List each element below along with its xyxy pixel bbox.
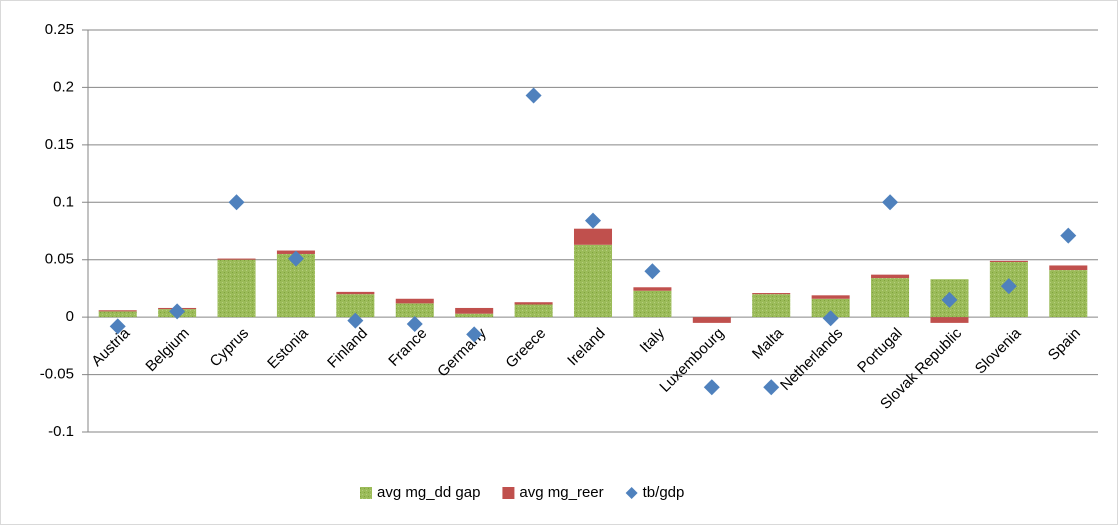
tb-gdp-marker xyxy=(644,263,661,280)
tb-gdp-marker xyxy=(466,326,483,343)
tb-gdp-marker xyxy=(1000,278,1017,295)
bar-segment xyxy=(752,294,791,318)
tb-gdp-marker xyxy=(525,87,542,104)
tb-gdp-marker xyxy=(1060,227,1077,244)
legend-swatch xyxy=(502,487,515,499)
y-tick-label: 0.2 xyxy=(53,78,74,95)
legend-label: avg mg_reer xyxy=(519,484,603,501)
y-tick-label: 0.25 xyxy=(45,21,74,38)
bar-segment xyxy=(871,278,910,318)
bar-segment xyxy=(455,307,494,314)
bar-segment xyxy=(752,293,791,295)
tb-gdp-marker xyxy=(287,250,304,267)
legend-label: avg mg_dd gap xyxy=(377,484,480,501)
bar-segment xyxy=(217,259,256,318)
y-tick-label: -0.05 xyxy=(40,366,74,383)
bar-segment xyxy=(633,290,672,318)
bar-segment xyxy=(1049,265,1088,271)
bar-segment xyxy=(989,260,1028,263)
bar-segment xyxy=(1049,270,1088,318)
tb-gdp-marker xyxy=(109,318,126,335)
bar-segment xyxy=(455,313,494,318)
tb-gdp-marker xyxy=(228,194,245,211)
tb-gdp-marker xyxy=(703,379,720,396)
legend-marker xyxy=(625,487,638,499)
bar-segment xyxy=(336,291,375,295)
bar-segment xyxy=(633,287,672,291)
y-tick-label: 0 xyxy=(66,308,74,325)
bar-segment xyxy=(573,244,613,318)
bar-segment xyxy=(930,317,969,323)
bar-segment xyxy=(573,228,613,245)
bar-segment xyxy=(514,302,553,305)
legend-swatch xyxy=(360,487,372,499)
tb-gdp-marker xyxy=(763,379,780,396)
bar-segment xyxy=(395,303,434,318)
tb-gdp-marker xyxy=(169,303,186,320)
bar-segment xyxy=(871,274,910,279)
bar-segment xyxy=(811,295,850,299)
tb-gdp-marker xyxy=(347,312,364,329)
tb-gdp-marker xyxy=(822,310,839,327)
bar-segment xyxy=(98,310,137,312)
tb-gdp-marker xyxy=(882,194,899,211)
tb-gdp-marker xyxy=(406,316,423,333)
y-tick-label: 0.05 xyxy=(45,251,74,268)
y-tick-label: -0.1 xyxy=(48,423,74,440)
bar-segment xyxy=(395,298,434,304)
y-tick-label: 0.1 xyxy=(53,193,74,210)
bar-segment xyxy=(811,298,850,318)
bar-segment xyxy=(217,258,256,260)
bar-segment xyxy=(98,311,137,318)
bar-segment xyxy=(514,304,553,318)
tb-gdp-marker xyxy=(941,291,958,308)
y-tick-label: 0.15 xyxy=(45,136,74,153)
legend-label: tb/gdp xyxy=(643,484,685,501)
tb-gdp-marker xyxy=(585,212,601,229)
bar-segment xyxy=(336,294,375,318)
bar-segment xyxy=(692,317,731,323)
